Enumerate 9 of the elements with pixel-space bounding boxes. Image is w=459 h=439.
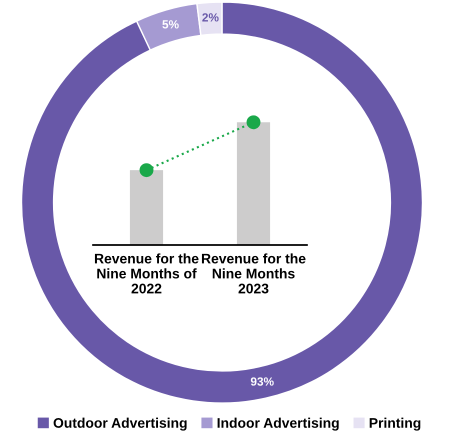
data-label: 2% (202, 13, 219, 22)
donut-slice (20, 1, 424, 404)
data-label: 93% (250, 377, 274, 386)
x-tick-label: Revenue for the Nine Months 2023 (202, 253, 306, 294)
legend-label: Indoor Advertising (218, 418, 339, 431)
legend-label: Printing (370, 418, 420, 431)
legend-label: Outdoor Advertising (54, 418, 187, 431)
data-label: 5% (162, 20, 179, 29)
x-tick-label: Revenue for the Nine Months of 2022 (94, 253, 199, 294)
